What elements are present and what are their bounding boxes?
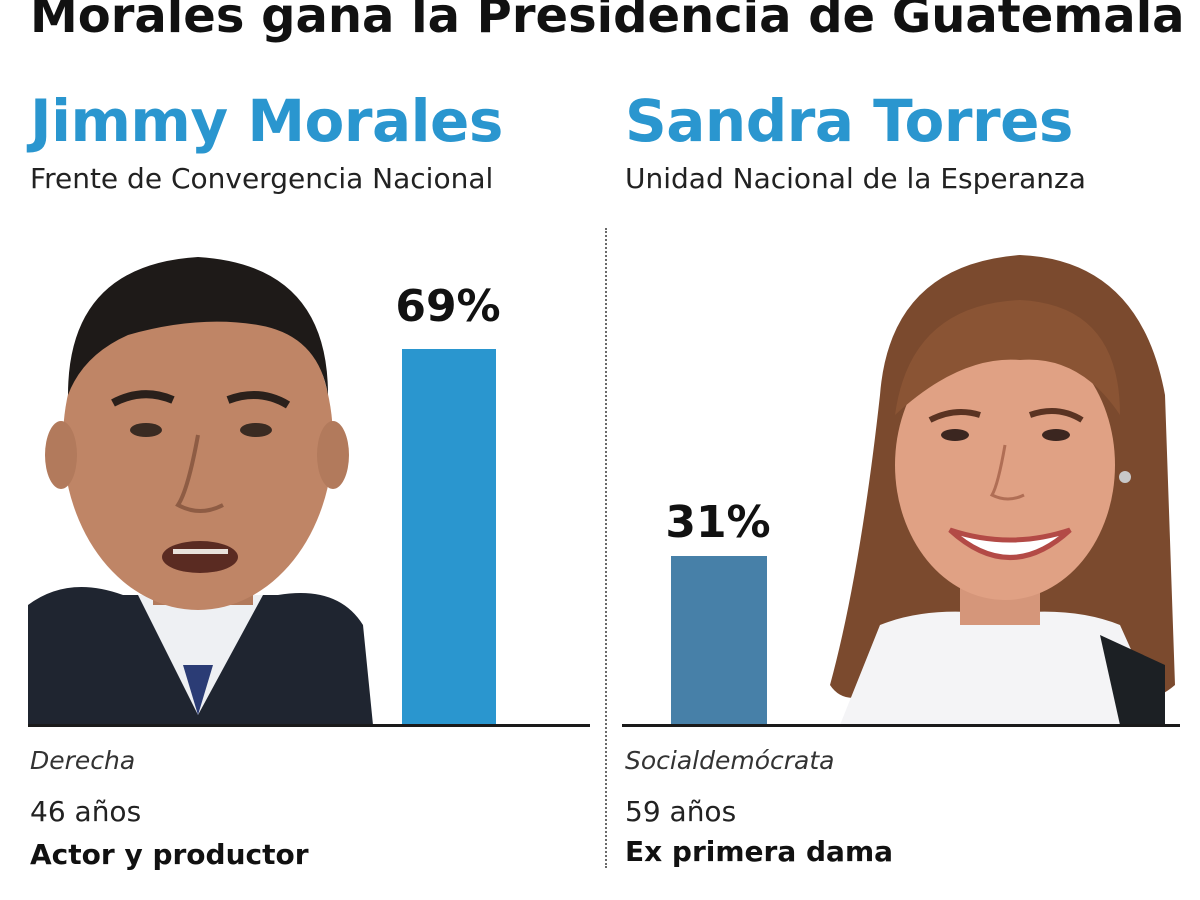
woman-portrait-icon <box>820 245 1180 725</box>
candidate-occupation-torres: Ex primera dama <box>625 835 894 868</box>
candidate-ideology-morales: Derecha <box>30 746 136 775</box>
candidate-ideology-torres: Socialdemócrata <box>625 746 835 775</box>
bar-torres <box>671 556 767 724</box>
candidate-name-torres: Sandra Torres <box>625 87 1073 155</box>
baseline-right <box>622 724 1180 727</box>
bar-value-label-morales: 69% <box>395 281 501 332</box>
candidate-name-morales: Jimmy Morales <box>30 87 503 155</box>
candidate-party-morales: Frente de Convergencia Nacional <box>30 162 494 195</box>
bar-value-label-torres: 31% <box>665 497 771 548</box>
page-title: Morales gana la Presidencia de Guatemala <box>30 0 1185 44</box>
candidate-party-torres: Unidad Nacional de la Esperanza <box>625 162 1086 195</box>
candidate-age-morales: 46 años <box>30 795 142 828</box>
baseline-left <box>28 724 590 727</box>
bar-morales <box>402 349 496 724</box>
candidate-occupation-morales: Actor y productor <box>30 838 309 871</box>
column-divider <box>605 228 607 868</box>
man-portrait-icon <box>28 245 373 725</box>
candidate-age-torres: 59 años <box>625 795 737 828</box>
